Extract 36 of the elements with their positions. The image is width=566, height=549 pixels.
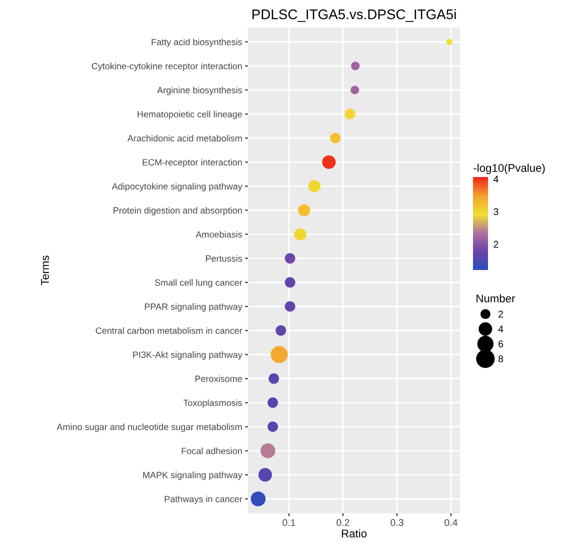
y-tick-label: Cytokine-cytokine receptor interaction bbox=[92, 62, 242, 72]
legend-label: 6 bbox=[498, 340, 504, 348]
y-tick-label: Toxoplasmosis bbox=[183, 399, 242, 408]
legend-label: 2 bbox=[498, 310, 503, 318]
x-tick-label: 0.1 bbox=[282, 519, 296, 526]
color-bar-label: 2 bbox=[494, 240, 498, 248]
x-tick-label: 0.4 bbox=[444, 519, 458, 526]
y-tick-label: Hematopoietic cell lineage bbox=[138, 110, 242, 120]
y-tick-label: Focal adhesion bbox=[182, 448, 242, 454]
color-bar-label: 4 bbox=[494, 176, 498, 182]
y-tick-label: Amino sugar and nucleotide sugar metabolism bbox=[56, 423, 242, 432]
y-tick-label: Arginine biosynthesis bbox=[157, 86, 242, 96]
y-tick-label: Pertussis bbox=[206, 255, 242, 262]
y-tick-label: Small cell lung cancer bbox=[154, 279, 242, 288]
y-tick-label: PI3K-Akt signaling pathway bbox=[133, 351, 242, 360]
y-tick-label: Pathways in cancer bbox=[164, 496, 242, 504]
y-axis-title: Terms bbox=[41, 256, 49, 286]
color-bar-label: 3 bbox=[494, 208, 498, 216]
y-tick-label: Fatty acid biosynthesis bbox=[152, 38, 242, 48]
x-axis-title: Ratio bbox=[342, 529, 367, 538]
y-tick-label: Arachidonic acid metabolism bbox=[127, 134, 242, 142]
y-tick-label: Protein digestion and absorption bbox=[114, 206, 242, 216]
chart-title: PDLSC_ITGA5.vs.DPSC_ITGA5i bbox=[252, 9, 456, 22]
x-tick-label: 0.2 bbox=[336, 519, 350, 526]
legend-title: Number bbox=[476, 294, 516, 302]
legend-label: 4 bbox=[498, 326, 504, 332]
legend-label: 8 bbox=[498, 355, 504, 362]
y-tick-label: Adipocytokine signaling pathway bbox=[112, 182, 242, 192]
y-tick-label: MAPK signaling pathway bbox=[143, 472, 242, 480]
y-tick-label: PPAR signaling pathway bbox=[144, 303, 242, 312]
y-tick-label: ECM-receptor interaction bbox=[142, 158, 242, 168]
color-bar-title: -log10(Pvalue) bbox=[474, 164, 545, 174]
y-tick-label: Amoebiasis bbox=[196, 231, 242, 238]
x-tick-label: 0.3 bbox=[390, 519, 404, 526]
y-tick-label: Central carbon metabolism in cancer bbox=[96, 327, 242, 334]
y-tick-label: Peroxisome bbox=[195, 375, 242, 382]
